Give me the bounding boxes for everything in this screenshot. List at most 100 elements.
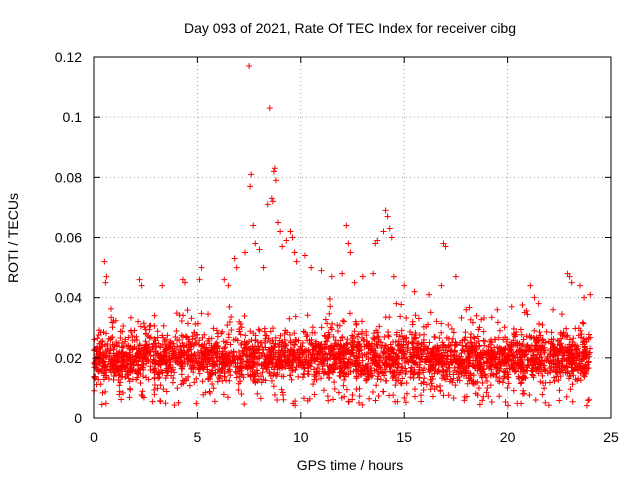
data-point	[272, 340, 279, 347]
data-point	[319, 363, 326, 370]
data-point	[429, 351, 436, 358]
data-point	[476, 401, 483, 408]
data-point	[553, 373, 560, 380]
data-point	[461, 336, 468, 343]
data-point	[450, 329, 457, 336]
data-point	[467, 334, 474, 341]
data-point	[565, 357, 572, 364]
data-point	[435, 367, 442, 374]
data-point	[357, 344, 364, 351]
data-point	[344, 336, 351, 343]
data-point	[507, 341, 514, 348]
data-point	[137, 379, 144, 386]
data-point	[338, 394, 345, 401]
data-point	[259, 369, 266, 376]
data-point	[159, 341, 166, 348]
data-point	[107, 305, 114, 312]
data-point	[324, 393, 331, 400]
data-point	[421, 375, 428, 382]
data-point	[520, 336, 527, 343]
data-point	[292, 355, 299, 362]
data-point	[106, 366, 113, 373]
data-point	[494, 306, 501, 313]
data-point	[455, 357, 462, 364]
data-point	[102, 400, 109, 407]
data-point	[472, 390, 479, 397]
data-point	[304, 331, 311, 338]
data-point	[418, 398, 425, 405]
data-point	[409, 346, 416, 353]
data-point	[485, 343, 492, 350]
data-point	[430, 349, 437, 356]
data-point	[262, 335, 269, 342]
data-point	[404, 347, 411, 354]
data-point	[243, 361, 250, 368]
data-point	[155, 368, 162, 375]
data-point	[562, 343, 569, 350]
data-point	[224, 394, 231, 401]
data-point	[347, 361, 354, 368]
data-point	[264, 362, 271, 369]
data-point	[102, 353, 109, 360]
data-point	[182, 375, 189, 382]
data-point	[141, 324, 148, 331]
data-point	[493, 370, 500, 377]
data-point	[118, 396, 125, 403]
data-point	[477, 355, 484, 362]
data-point	[463, 372, 470, 379]
data-point	[181, 279, 188, 286]
data-point	[488, 398, 495, 405]
data-point	[485, 393, 492, 400]
data-point	[120, 322, 127, 329]
data-point	[464, 340, 471, 347]
data-point	[452, 273, 459, 280]
data-point	[585, 396, 592, 403]
data-point	[418, 356, 425, 363]
data-point	[340, 348, 347, 355]
data-point	[504, 384, 511, 391]
data-point	[467, 316, 474, 323]
data-point	[577, 363, 584, 370]
data-point	[184, 334, 191, 341]
data-point	[309, 329, 316, 336]
data-point	[356, 393, 363, 400]
data-point	[452, 339, 459, 346]
data-point	[547, 351, 554, 358]
data-point	[394, 369, 401, 376]
data-point	[163, 345, 170, 352]
data-point	[199, 378, 206, 385]
data-point	[471, 342, 478, 349]
data-point	[200, 391, 207, 398]
data-point	[507, 365, 514, 372]
data-point	[501, 352, 508, 359]
data-point	[498, 346, 505, 353]
data-point	[572, 342, 579, 349]
data-point	[346, 310, 353, 317]
data-point	[174, 385, 181, 392]
data-point	[251, 361, 258, 368]
data-point	[536, 360, 543, 367]
data-point	[244, 340, 251, 347]
data-point	[283, 342, 290, 349]
data-point	[271, 391, 278, 398]
data-point	[108, 314, 115, 321]
data-point	[128, 364, 135, 371]
data-point	[125, 342, 132, 349]
data-point	[224, 322, 231, 329]
data-point	[250, 330, 257, 337]
data-point	[236, 328, 243, 335]
data-point	[293, 258, 300, 265]
data-point	[287, 338, 294, 345]
data-point	[169, 343, 176, 350]
data-point	[268, 355, 275, 362]
data-point	[421, 331, 428, 338]
data-point	[487, 382, 494, 389]
data-point	[273, 372, 280, 379]
data-point	[310, 381, 317, 388]
data-point	[555, 377, 562, 384]
data-point	[513, 349, 520, 356]
data-point	[527, 334, 534, 341]
data-point	[220, 361, 227, 368]
data-point	[569, 398, 576, 405]
data-point	[401, 282, 408, 289]
